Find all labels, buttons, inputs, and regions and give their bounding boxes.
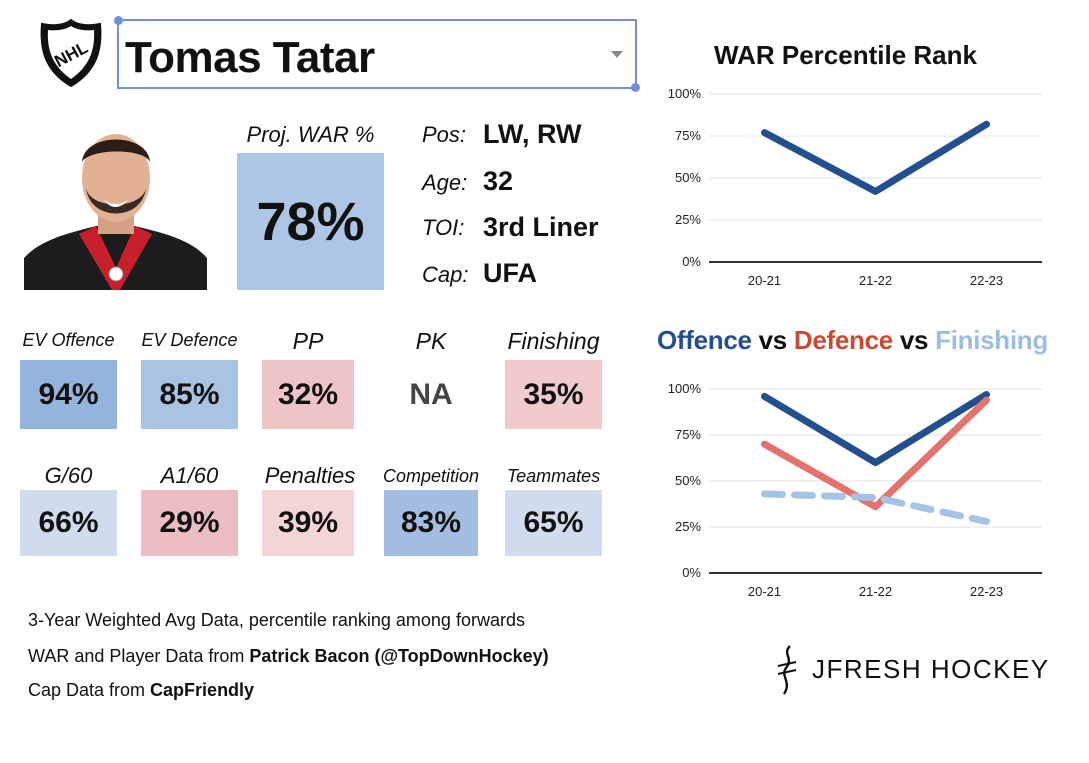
war-percentile-chart: 0% 25% 50% 75% 100% 20-21 21-22 22-23: [668, 86, 1042, 288]
ev-defence-label: EV Defence: [141, 330, 238, 350]
resize-handle-icon[interactable]: [631, 83, 640, 92]
y-tick-label: 25%: [675, 519, 701, 534]
y-tick-label: 100%: [668, 86, 702, 101]
proj-war-value: 78%: [237, 153, 384, 290]
chart-war-title: WAR Percentile Rank: [714, 40, 977, 70]
series-line-2: [761, 490, 990, 525]
title-offence: Offence: [657, 325, 752, 355]
series-line-1: [761, 396, 990, 511]
teammates-label: Teammates: [506, 466, 601, 486]
footer-war-source: WAR and Player Data from Patrick Bacon (…: [28, 646, 549, 666]
player-headshot: [24, 118, 207, 290]
resize-handle-icon[interactable]: [114, 16, 123, 25]
y-tick-label: 50%: [675, 170, 701, 185]
pk-label: PK: [415, 328, 447, 354]
ev-defence-value: 85%: [141, 360, 238, 429]
age-label: Age:: [422, 170, 468, 195]
proj-war-label: Proj. WAR %: [246, 122, 375, 147]
finishing-value: 35%: [505, 360, 602, 429]
jfresh-logo-icon: [777, 645, 797, 695]
y-tick-label: 50%: [675, 473, 701, 488]
toi-value: 3rd Liner: [483, 212, 599, 242]
teammates-value: 65%: [505, 490, 602, 556]
x-tick-label: 20-21: [748, 584, 781, 599]
ev-offence-label: EV Offence: [22, 330, 115, 350]
penalties-value: 39%: [262, 490, 354, 556]
chart-ovdvf-title: Offence vs Defence vs Finishing: [657, 325, 1048, 356]
footer-note: 3-Year Weighted Avg Data, percentile ran…: [28, 610, 525, 630]
competition-value: 83%: [384, 490, 478, 556]
pp-label: PP: [292, 328, 324, 354]
competition-label: Competition: [382, 466, 480, 486]
footer-cap-source: Cap Data from CapFriendly: [28, 680, 255, 700]
pk-value: NA: [384, 360, 478, 429]
pp-value: 32%: [262, 360, 354, 429]
x-tick-label: 21-22: [859, 584, 892, 599]
x-tick-label: 22-23: [970, 584, 1003, 599]
x-tick-label: 22-23: [970, 273, 1003, 288]
brand-name: JFRESH HOCKEY: [812, 654, 1050, 684]
player-select-dropdown[interactable]: Tomas Tatar: [114, 16, 640, 92]
x-tick-label: 21-22: [859, 273, 892, 288]
title-defence: Defence: [793, 325, 893, 355]
cap-label: Cap:: [422, 262, 469, 287]
position-label: Pos:: [422, 122, 467, 147]
x-tick-label: 20-21: [748, 273, 781, 288]
a160-value: 29%: [141, 490, 238, 556]
nhl-shield-logo: NHL: [40, 18, 102, 88]
series-line-0: [761, 391, 990, 467]
y-tick-label: 25%: [675, 212, 701, 227]
cap-value: UFA: [483, 258, 537, 288]
y-tick-label: 100%: [668, 381, 702, 396]
toi-label: TOI:: [422, 215, 465, 240]
chevron-down-icon[interactable]: [611, 51, 623, 58]
y-tick-label: 75%: [675, 128, 701, 143]
g60-value: 66%: [20, 490, 117, 556]
penalties-label: Penalties: [264, 463, 356, 488]
g60-label: G/60: [44, 463, 93, 488]
age-value: 32: [483, 166, 514, 196]
title-finishing: Finishing: [935, 325, 1048, 355]
finishing-label: Finishing: [507, 328, 600, 354]
y-tick-label: 75%: [675, 427, 701, 442]
position-value: LW, RW: [483, 119, 582, 149]
title-vs-2: vs: [892, 325, 936, 355]
ev-offence-value: 94%: [20, 360, 117, 429]
a160-label: A1/60: [160, 463, 219, 488]
y-tick-label: 0%: [682, 565, 701, 580]
title-vs-1: vs: [751, 325, 794, 355]
player-name: Tomas Tatar: [125, 33, 375, 82]
offence-defence-finishing-chart: 0% 25% 50% 75% 100% 20-21 21-22 22-23: [668, 381, 1042, 599]
series-line-0: [761, 120, 990, 195]
y-tick-label: 0%: [682, 254, 701, 269]
